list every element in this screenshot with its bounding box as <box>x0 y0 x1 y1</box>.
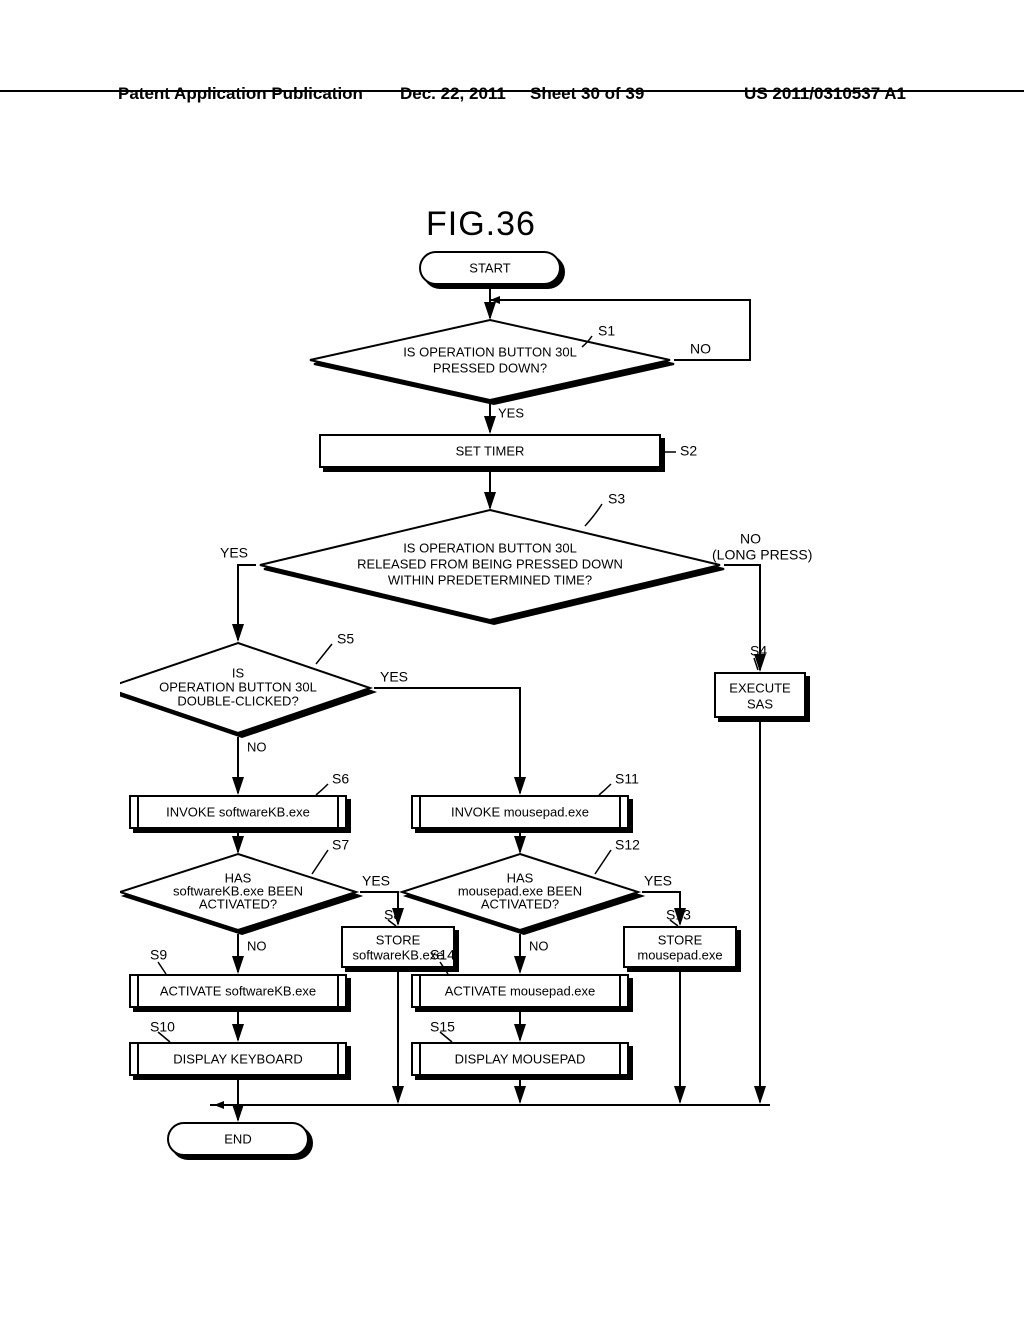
s12-tag: S12 <box>615 837 640 853</box>
s3-no1: NO <box>740 531 761 547</box>
s13-text1: STORE <box>658 932 703 947</box>
s1-text2: PRESSED DOWN? <box>433 360 547 375</box>
s3-text3: WITHIN PREDETERMINED TIME? <box>388 572 592 587</box>
s8-tag: S8 <box>384 907 401 923</box>
s13-tag: S13 <box>666 907 691 923</box>
s7-yes: YES <box>362 873 390 889</box>
s3-text1: IS OPERATION BUTTON 30L <box>403 540 577 555</box>
s12-text3: ACTIVATED? <box>481 896 559 911</box>
s1-text1: IS OPERATION BUTTON 30L <box>403 344 577 359</box>
s5-tag: S5 <box>337 631 354 647</box>
s7-text3: ACTIVATED? <box>199 896 277 911</box>
s7-tag: S7 <box>332 837 349 853</box>
header-left: Patent Application Publication <box>118 84 363 104</box>
s5-text2: OPERATION BUTTON 30L <box>159 679 317 694</box>
s2-text: SET TIMER <box>456 443 525 458</box>
s5-text3: DOUBLE-CLICKED? <box>177 693 298 708</box>
s1-tag: S1 <box>598 323 615 339</box>
s4-text1: EXECUTE <box>729 680 791 695</box>
flowchart: START IS OPERATION BUTTON 30L PRESSED DO… <box>120 240 910 1170</box>
s6-text: INVOKE softwareKB.exe <box>166 804 310 819</box>
s9-tag: S9 <box>150 947 167 963</box>
s1-no: NO <box>690 341 711 357</box>
s12-yes: YES <box>644 873 672 889</box>
s3-no2: (LONG PRESS) <box>712 547 812 563</box>
s14-tag: S14 <box>430 947 455 963</box>
figure-title: FIG.36 <box>426 205 536 244</box>
s6-tag: S6 <box>332 771 349 787</box>
s11-tag: S11 <box>615 771 639 787</box>
s3-text2: RELEASED FROM BEING PRESSED DOWN <box>357 556 623 571</box>
s8-text1: STORE <box>376 932 421 947</box>
start-label: START <box>469 260 510 275</box>
s3-yes: YES <box>220 545 248 561</box>
s3-tag: S3 <box>608 491 625 507</box>
s10-text: DISPLAY KEYBOARD <box>173 1051 303 1066</box>
s5-no: NO <box>247 739 267 754</box>
page: Patent Application Publication Dec. 22, … <box>0 0 1024 1320</box>
header-date: Dec. 22, 2011 <box>400 84 506 104</box>
end-label: END <box>224 1131 251 1146</box>
s10-tag: S10 <box>150 1019 175 1035</box>
s2-tag: S2 <box>680 443 697 459</box>
s15-text: DISPLAY MOUSEPAD <box>455 1051 586 1066</box>
s5-yes: YES <box>380 669 408 685</box>
s13-text2: mousepad.exe <box>637 947 722 962</box>
s12-no: NO <box>529 938 549 953</box>
header-pubno: US 2011/0310537 A1 <box>744 84 906 104</box>
s4-text2: SAS <box>747 696 773 711</box>
s1-yes: YES <box>498 405 524 420</box>
s15-tag: S15 <box>430 1019 455 1035</box>
s5-text1: IS <box>232 665 245 680</box>
s4-tag: S4 <box>750 643 767 659</box>
s14-text: ACTIVATE mousepad.exe <box>445 983 596 998</box>
s9-text: ACTIVATE softwareKB.exe <box>160 983 316 998</box>
s7-no: NO <box>247 938 267 953</box>
page-header: Patent Application Publication Dec. 22, … <box>0 84 1024 92</box>
header-sheet: Sheet 30 of 39 <box>530 84 644 104</box>
s11-text: INVOKE mousepad.exe <box>451 804 589 819</box>
